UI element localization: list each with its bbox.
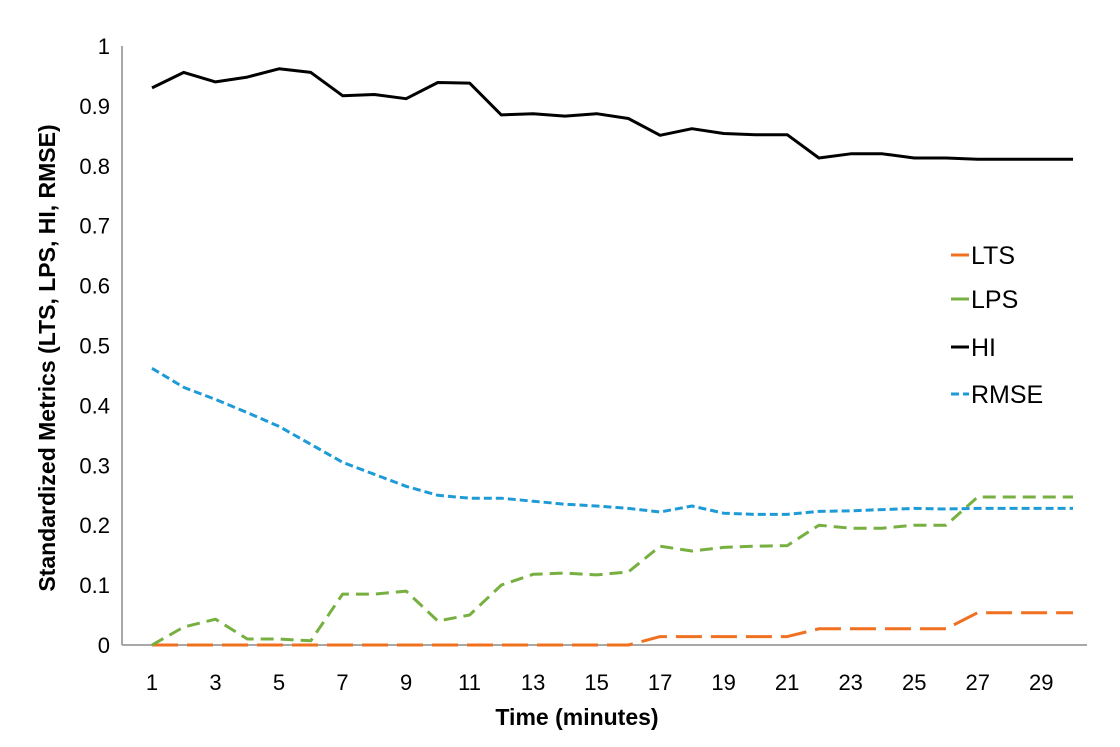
- y-tick-label: 0.6: [79, 274, 110, 299]
- x-tick-label: 25: [902, 670, 926, 695]
- series-line-lps: [151, 495, 1073, 647]
- x-tick-label: 27: [965, 670, 989, 695]
- x-tick-label: 9: [400, 670, 412, 695]
- x-tick-label: 23: [838, 670, 862, 695]
- x-tick-label: 7: [336, 670, 348, 695]
- legend-label-lps: LPS: [971, 286, 1018, 314]
- x-tick-label: 11: [458, 670, 481, 695]
- x-tick-label: 29: [1029, 670, 1053, 695]
- x-tick-label: 5: [273, 670, 285, 695]
- legend-label-rmse: RMSE: [971, 381, 1043, 409]
- y-tick-label: 0.7: [79, 214, 110, 239]
- series-lines: [151, 67, 1073, 647]
- legend-label-hi: HI: [971, 334, 996, 362]
- y-tick-label: 0.3: [79, 453, 110, 478]
- series-line-hi: [151, 67, 1073, 161]
- x-tick-label: 19: [711, 670, 735, 695]
- x-tick-label: 21: [775, 670, 799, 695]
- y-tick-label: 0.5: [79, 334, 110, 359]
- y-tick-label: 0.8: [79, 154, 110, 179]
- legend: LTS LPS HI RMSE: [951, 242, 1043, 409]
- x-tick-label: 13: [521, 670, 545, 695]
- series-line-lts: [152, 611, 1073, 647]
- x-axis-title: Time (minutes): [495, 704, 658, 730]
- x-tick-label: 3: [209, 670, 221, 695]
- series-line-rmse: [151, 367, 1073, 516]
- y-tick-label: 1: [98, 34, 110, 59]
- x-tick-label: 1: [146, 670, 158, 695]
- axes: [121, 46, 1087, 646]
- y-tick-label: 0.1: [79, 573, 110, 598]
- y-tick-label: 0.9: [79, 94, 110, 119]
- y-tick-label: 0.2: [79, 513, 110, 538]
- x-tick-label: 15: [584, 670, 608, 695]
- tick-labels: 00.10.20.30.40.50.60.70.80.911 3 5 7 9 11 13 15…: [79, 34, 1053, 695]
- legend-label-lts: LTS: [971, 242, 1015, 270]
- y-tick-label: 0.4: [79, 393, 110, 418]
- y-axis-title: Standardized Metrics (LTS, LPS, HI, RMSE…: [34, 124, 60, 591]
- x-tick-label: 17: [648, 670, 672, 695]
- y-tick-label: 0: [98, 633, 110, 658]
